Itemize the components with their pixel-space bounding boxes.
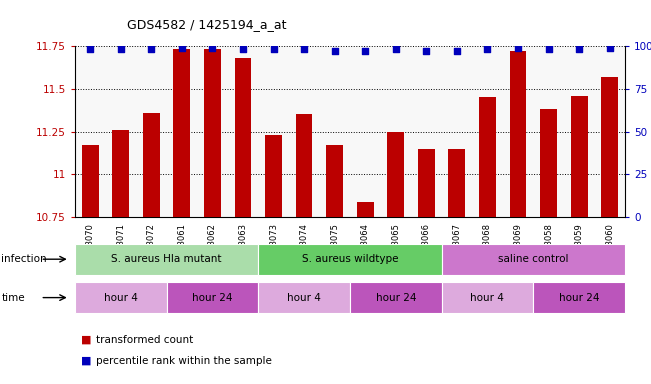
Bar	[265, 135, 282, 217]
Text: time: time	[1, 293, 25, 303]
Text: infection: infection	[1, 254, 47, 264]
Bar	[296, 114, 312, 217]
Point	[513, 45, 523, 51]
Text: percentile rank within the sample: percentile rank within the sample	[96, 356, 271, 366]
Point	[360, 48, 370, 54]
Text: hour 24: hour 24	[559, 293, 600, 303]
Point	[574, 46, 585, 53]
Text: S. aureus Hla mutant: S. aureus Hla mutant	[111, 254, 222, 264]
Point	[544, 46, 554, 53]
Bar	[173, 50, 190, 217]
Bar	[234, 58, 251, 217]
Bar	[204, 50, 221, 217]
Point	[176, 45, 187, 51]
Text: saline control: saline control	[498, 254, 568, 264]
Bar	[113, 130, 129, 217]
Point	[115, 46, 126, 53]
Point	[421, 48, 432, 54]
Point	[605, 45, 615, 51]
Bar	[510, 51, 527, 217]
Point	[85, 46, 95, 53]
Point	[207, 45, 217, 51]
Point	[146, 46, 156, 53]
Text: hour 24: hour 24	[192, 293, 232, 303]
Point	[391, 46, 401, 53]
Text: ■: ■	[81, 335, 92, 345]
Point	[238, 46, 248, 53]
Bar	[571, 96, 587, 217]
Bar	[82, 145, 98, 217]
Bar	[540, 109, 557, 217]
Text: hour 24: hour 24	[376, 293, 416, 303]
Bar	[387, 131, 404, 217]
Point	[452, 48, 462, 54]
Bar	[418, 149, 435, 217]
Text: hour 4: hour 4	[287, 293, 321, 303]
Bar	[449, 149, 465, 217]
Bar	[602, 77, 618, 217]
Bar	[326, 145, 343, 217]
Point	[299, 46, 309, 53]
Text: ■: ■	[81, 356, 92, 366]
Text: transformed count: transformed count	[96, 335, 193, 345]
Point	[329, 48, 340, 54]
Text: hour 4: hour 4	[471, 293, 505, 303]
Bar	[143, 113, 159, 217]
Point	[482, 46, 493, 53]
Text: hour 4: hour 4	[104, 293, 137, 303]
Point	[268, 46, 279, 53]
Text: S. aureus wildtype: S. aureus wildtype	[301, 254, 398, 264]
Bar	[357, 202, 374, 217]
Bar	[479, 98, 496, 217]
Text: GDS4582 / 1425194_a_at: GDS4582 / 1425194_a_at	[127, 18, 286, 31]
